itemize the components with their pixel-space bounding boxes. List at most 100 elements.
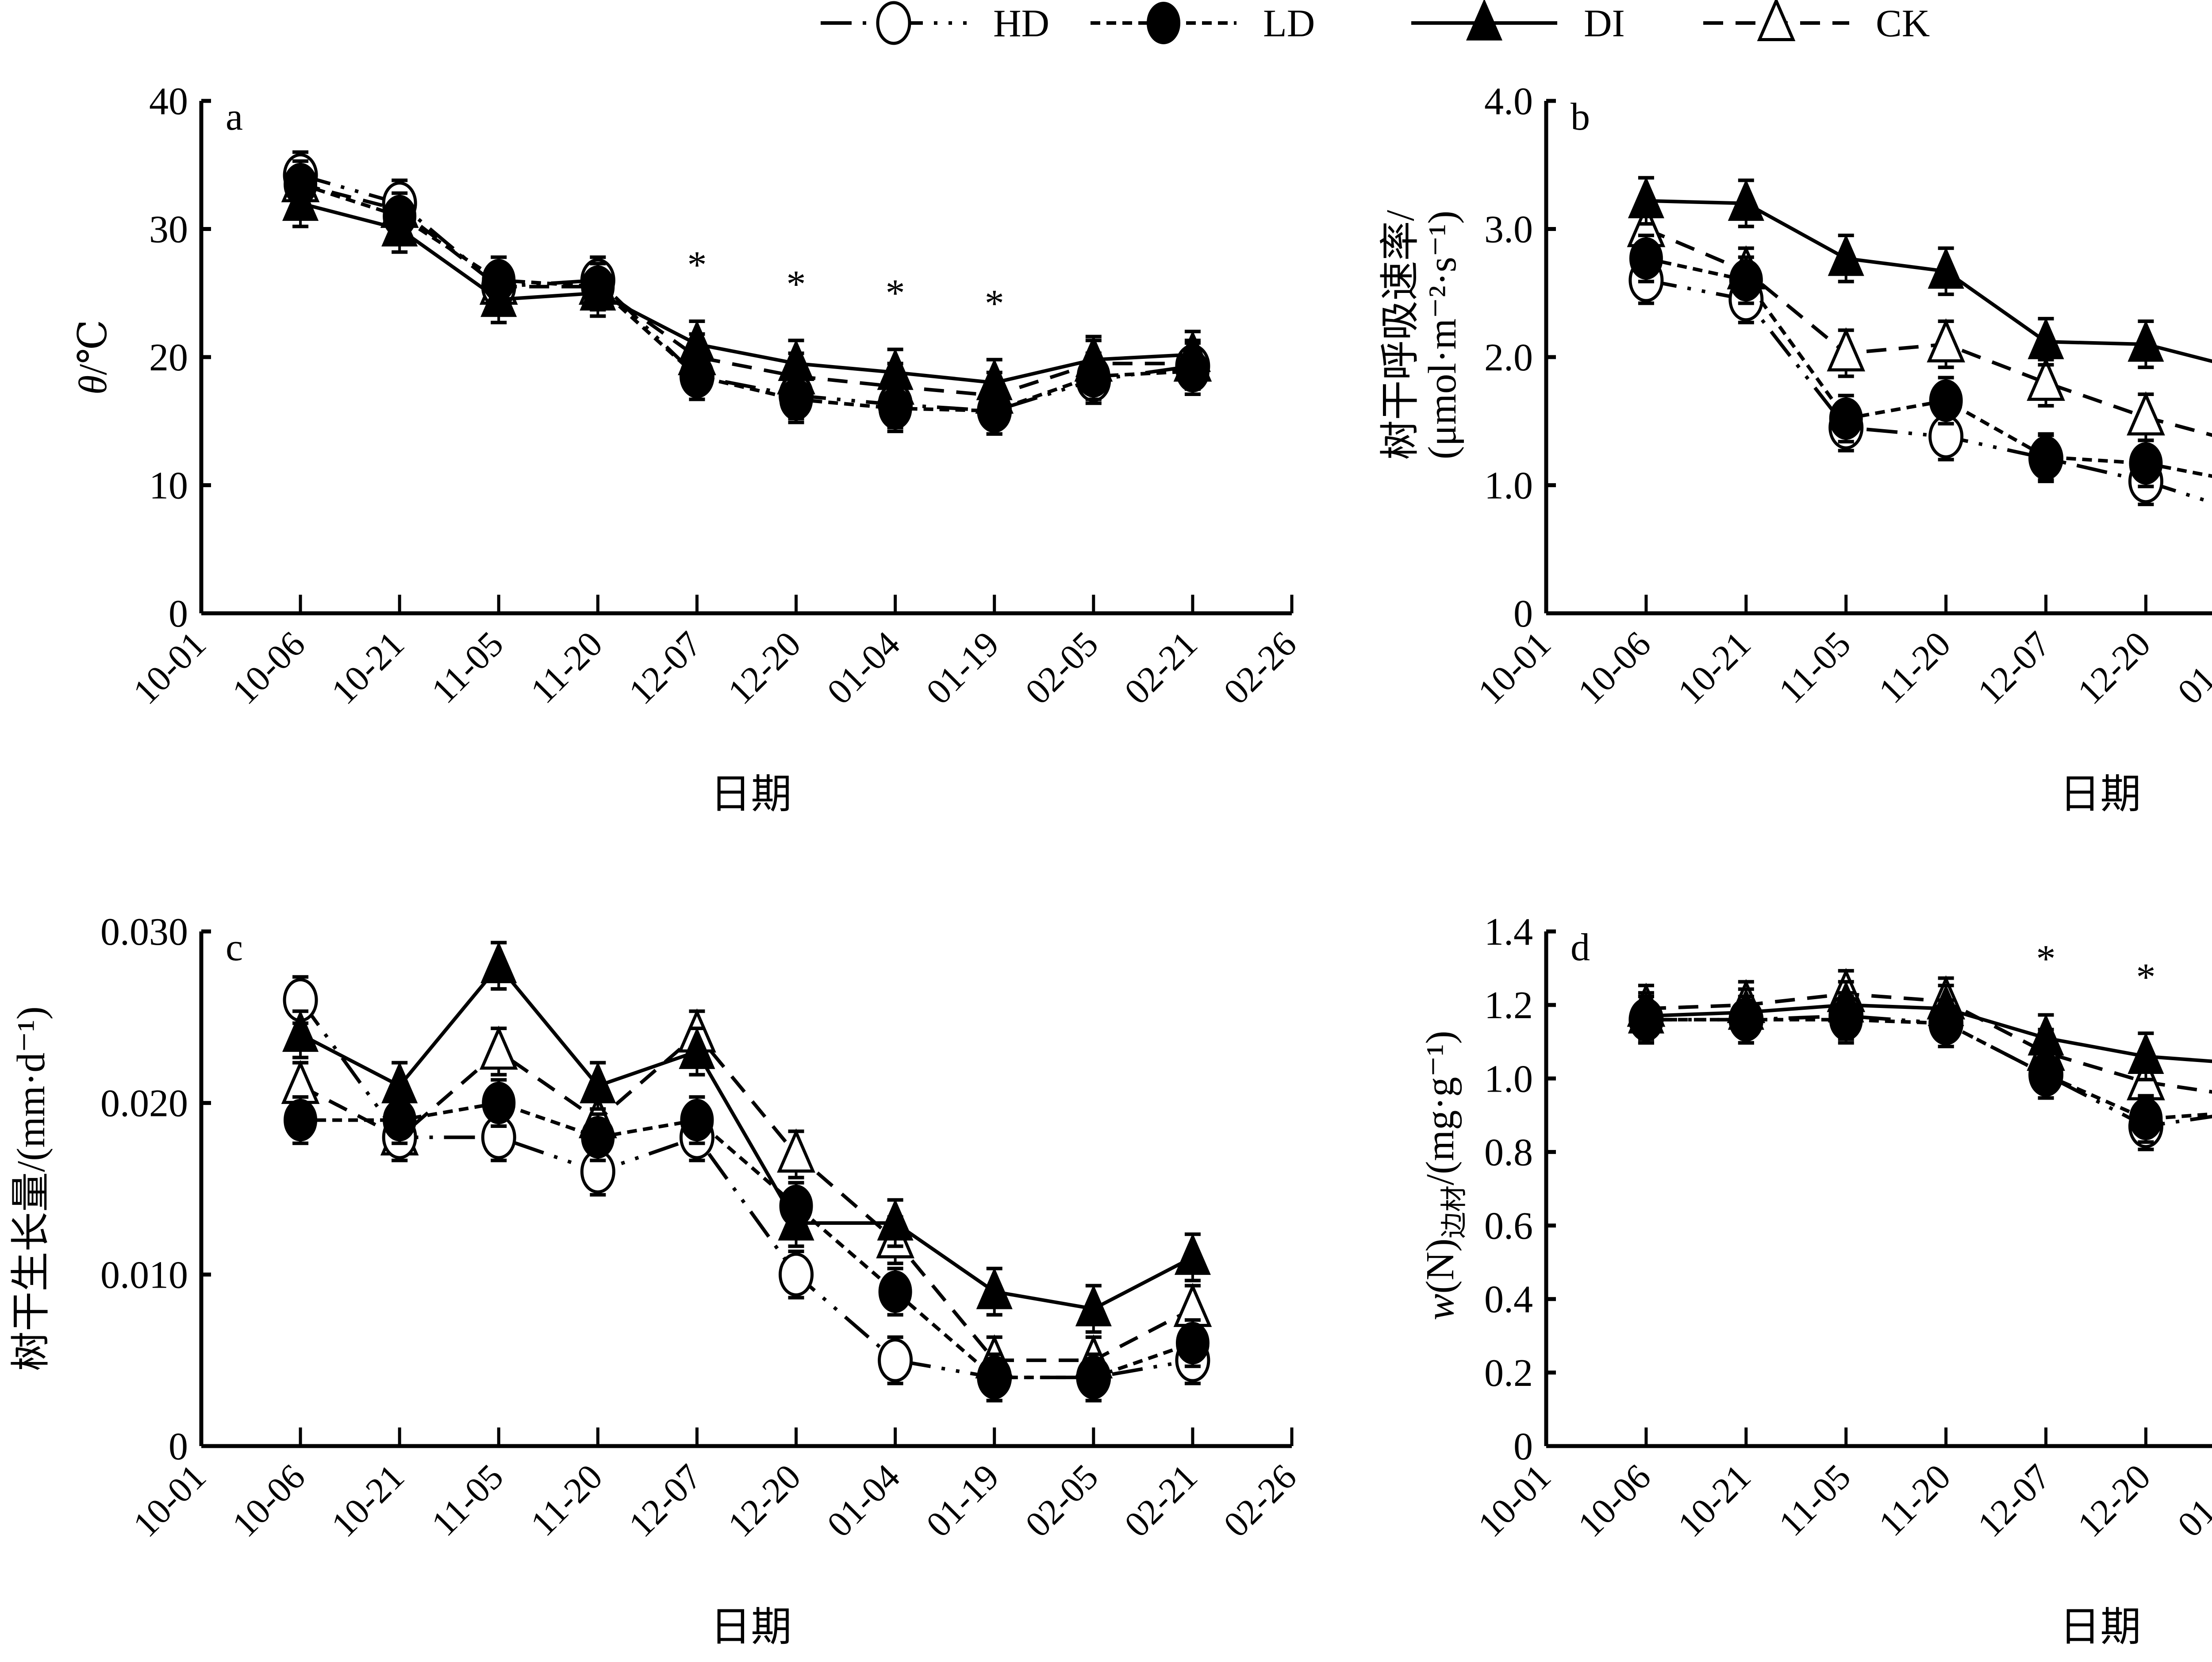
- significance-star: *: [985, 282, 1004, 325]
- series-di: [1628, 980, 2212, 1081]
- data-point-ck: [2027, 357, 2065, 401]
- data-point-di: [2028, 317, 2064, 359]
- y-tick-label: 4.0: [1484, 80, 1533, 123]
- data-point-di: [1928, 247, 1964, 289]
- data-point-di: [1174, 1233, 1211, 1275]
- x-tick-label: 11-20: [1871, 623, 1958, 711]
- data-point-di: [2128, 1032, 2164, 1074]
- legend-label-hd: HD: [993, 2, 1049, 45]
- panel-label: a: [226, 96, 243, 138]
- x-tick-label: 02-26: [1216, 1456, 1304, 1545]
- x-tick-label: 12-07: [1970, 1456, 2058, 1545]
- series-line-ck: [1645, 227, 2212, 437]
- y-tick-label: 1.2: [1484, 984, 1533, 1027]
- data-point-di: [1728, 988, 1764, 1030]
- x-tick-label: 02-26: [1216, 623, 1304, 712]
- series-line-ck: [300, 182, 1193, 397]
- data-point-di: [1628, 176, 1664, 219]
- y-tick-label: 3.0: [1484, 208, 1533, 251]
- data-point-ld: [977, 1356, 1011, 1399]
- data-point-hd: [878, 1338, 913, 1382]
- y-tick-label: 0.4: [1484, 1278, 1533, 1321]
- x-axis-title: 日期: [2059, 772, 2141, 817]
- y-axis-title-main: (N): [1418, 1239, 1462, 1294]
- data-point-ld: [1829, 397, 1863, 440]
- series-ck: [281, 1008, 1212, 1385]
- y-tick-label: 0.010: [100, 1254, 188, 1297]
- y-axis-title-unit: /℃: [71, 319, 115, 375]
- data-point-di: [1628, 992, 1664, 1034]
- x-tick-label: 02-21: [1117, 623, 1205, 712]
- series-ck: [281, 158, 1212, 420]
- series-line-hd: [299, 999, 1193, 1379]
- x-tick-label: 01-04: [2170, 623, 2212, 712]
- x-tick-label: 02-05: [1018, 1456, 1106, 1545]
- x-tick-label: 10-06: [224, 1456, 313, 1545]
- legend-label-ld: LD: [1263, 2, 1315, 45]
- legend-item-ld: LD: [1091, 2, 1315, 45]
- x-tick-label: 10-21: [323, 1456, 412, 1545]
- y-axis-title-unit: /(mg·g⁻¹): [1418, 1031, 1462, 1185]
- y-axis-title: 树干呼吸速率/: [1379, 210, 1422, 460]
- data-point-di: [282, 1010, 319, 1052]
- data-point-di: [580, 1061, 616, 1104]
- x-tick-label: 11-20: [523, 623, 610, 711]
- data-point-di: [381, 1061, 418, 1104]
- data-point-di: [2128, 320, 2164, 362]
- x-tick-label: 10-21: [323, 623, 412, 712]
- y-tick-label: 2.0: [1484, 336, 1533, 379]
- data-point-di: [778, 339, 814, 381]
- x-tick-label: 01-19: [918, 623, 1007, 712]
- x-tick-label: 01-19: [918, 1456, 1007, 1545]
- y-tick-label: 1.0: [1484, 465, 1533, 508]
- series-ld: [1629, 233, 2212, 489]
- x-tick-label: 10-06: [224, 623, 313, 712]
- x-tick-label: 01-04: [819, 1456, 908, 1545]
- x-axis-title: 日期: [2059, 1604, 2141, 1650]
- legend: HD LD DI CK: [821, 0, 1930, 45]
- data-point-di: [679, 320, 715, 362]
- x-tick-label: 11-20: [523, 1456, 610, 1543]
- legend-marker-ck: [1757, 0, 1796, 41]
- x-tick-label: 10-01: [125, 623, 214, 712]
- y-tick-label: 0: [169, 592, 188, 635]
- x-tick-label: 12-07: [621, 623, 710, 712]
- data-point-di: [282, 179, 319, 221]
- data-point-di: [480, 275, 517, 317]
- series-line-ld: [300, 1101, 1194, 1379]
- data-point-di: [381, 204, 418, 246]
- significance-star: *: [886, 272, 905, 315]
- x-tick-label: 11-05: [424, 623, 511, 711]
- data-point-di: [1728, 179, 1764, 221]
- data-point-ld: [581, 1116, 615, 1159]
- legend-label-di: DI: [1584, 2, 1625, 45]
- data-point-ld: [1929, 379, 1963, 422]
- legend-item-hd: HD: [821, 1, 1049, 45]
- data-point-ck: [479, 1025, 518, 1070]
- data-point-ld: [2129, 442, 2163, 485]
- y-axis-title-symbol: w: [1418, 1294, 1462, 1320]
- series-line-hd: [1646, 1014, 2212, 1128]
- x-tick-label: 10-01: [125, 1456, 214, 1545]
- series-line-ck: [1646, 992, 2212, 1094]
- legend-label-ck: CK: [1876, 2, 1930, 45]
- x-tick-label: 01-04: [2170, 1456, 2212, 1545]
- legend-marker-di: [1466, 0, 1503, 41]
- x-tick-label: 10-21: [1670, 1456, 1759, 1545]
- data-point-ld: [1729, 259, 1763, 302]
- x-tick-label: 01-04: [819, 623, 908, 712]
- data-point-di: [1174, 330, 1211, 372]
- y-tick-label: 10: [149, 465, 188, 508]
- y-tick-label: 0: [1513, 1425, 1533, 1468]
- panel-label: b: [1571, 96, 1590, 138]
- x-tick-label: 10-01: [1470, 1456, 1559, 1545]
- data-point-di: [976, 1267, 1013, 1309]
- data-point-ld: [680, 1099, 714, 1142]
- data-point-di: [976, 358, 1013, 400]
- data-point-di: [778, 1199, 814, 1241]
- series-hd: [283, 975, 1210, 1403]
- series-hd: [283, 150, 1210, 436]
- data-point-di: [1928, 984, 1964, 1026]
- series-line-ld: [1646, 1018, 2212, 1121]
